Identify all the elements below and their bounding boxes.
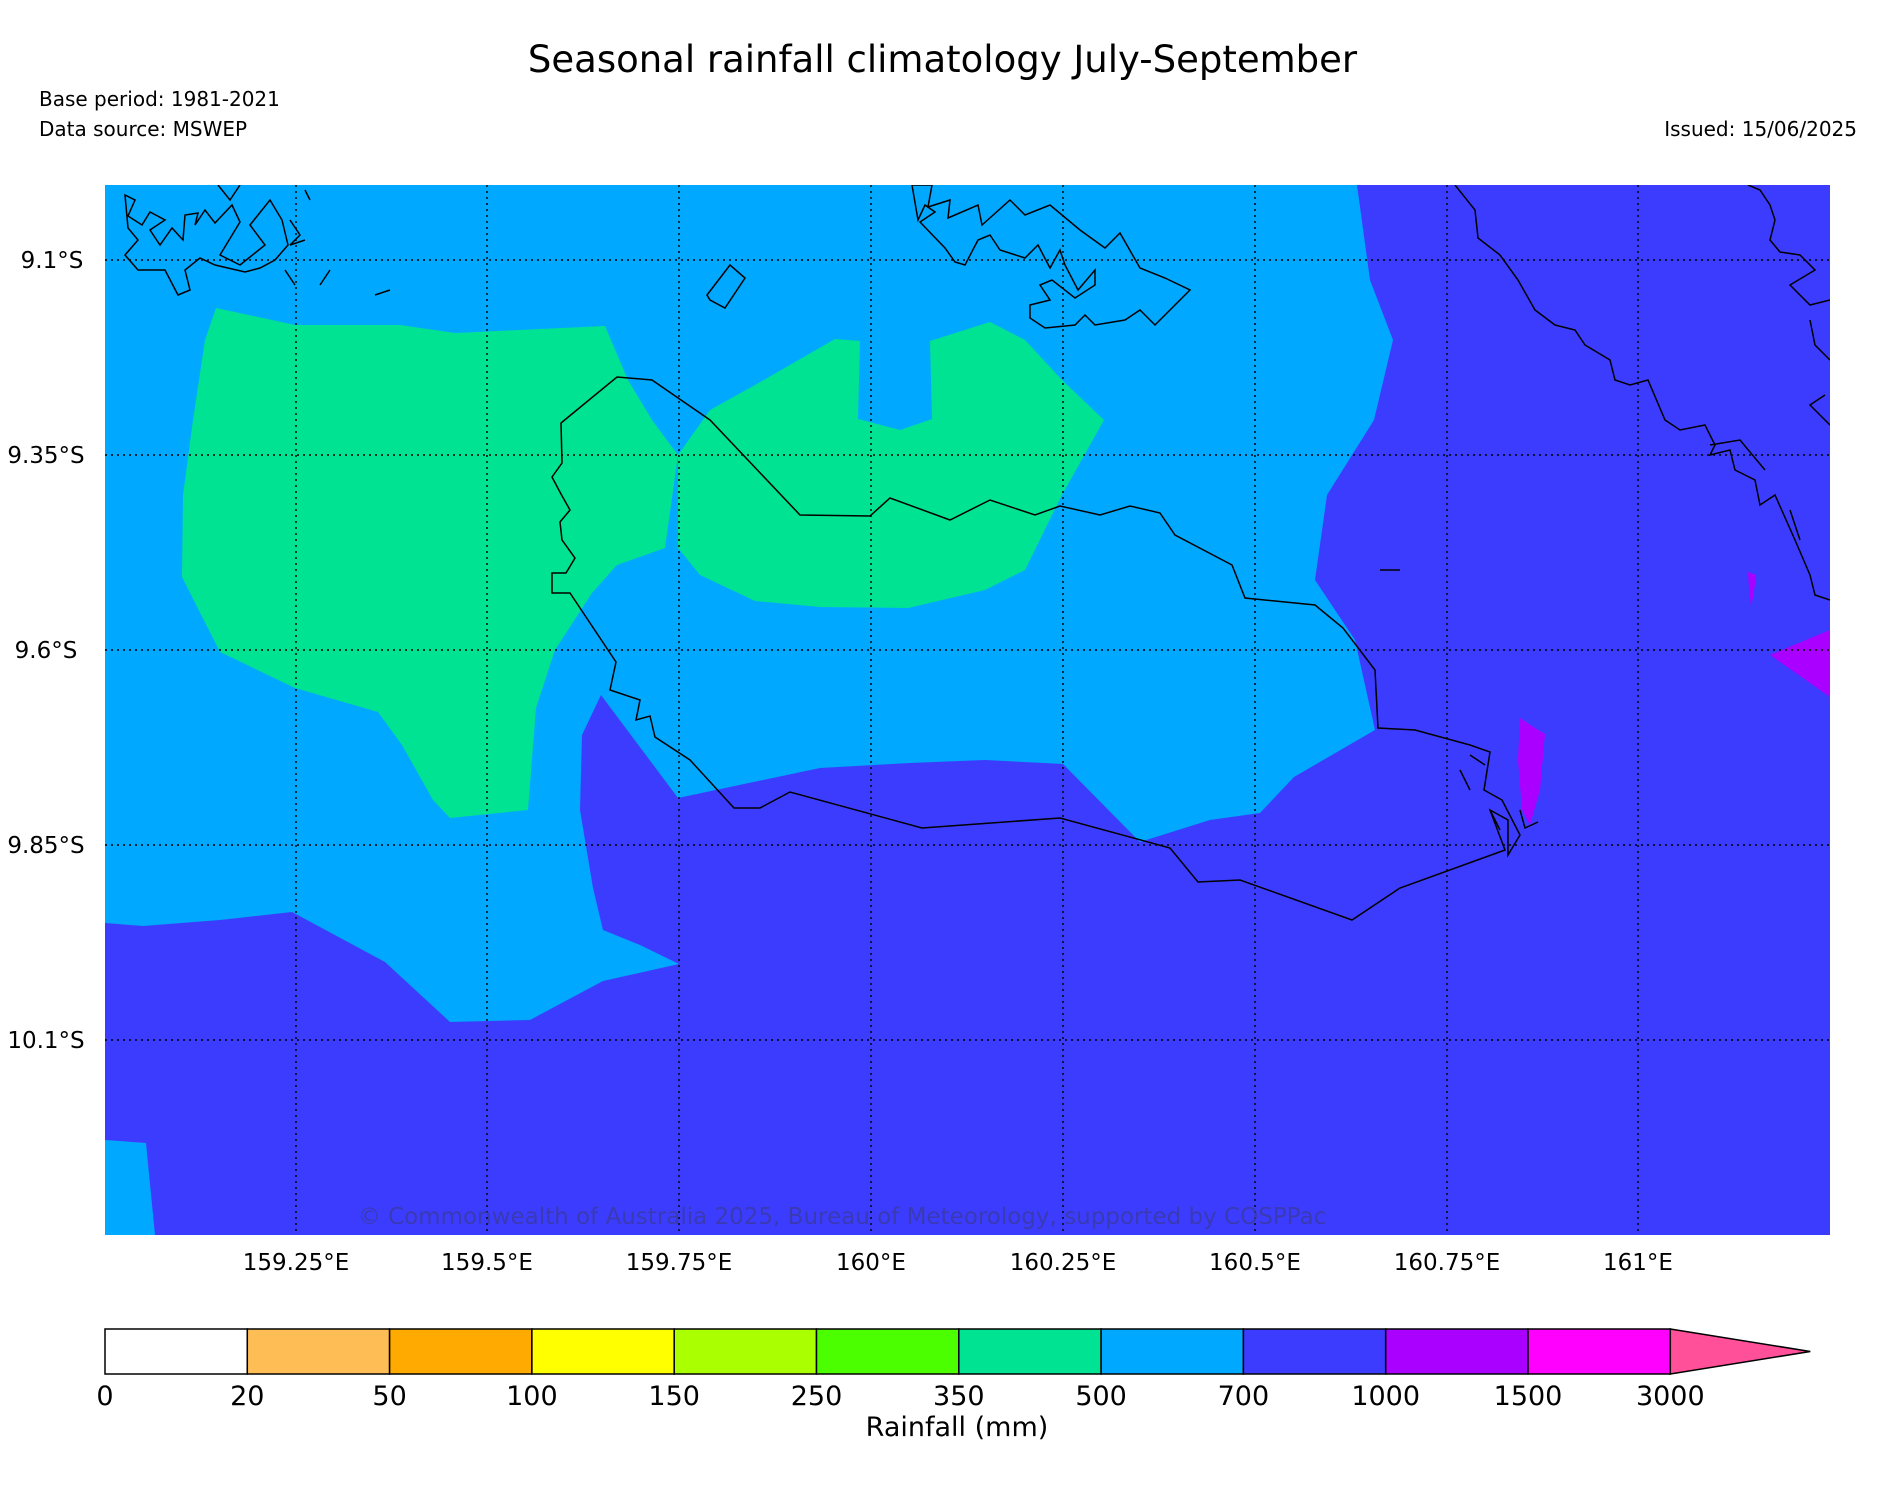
colorbar-tick-label: 1000 [1351,1381,1420,1412]
coastlines [124,185,1830,921]
lat-label: 9.35°S [7,443,84,469]
lon-label: 159.75°E [626,1250,733,1276]
data-source-text: Data source: MSWEP [39,117,248,141]
islet-coastline-b [217,185,391,296]
lon-label: 161°E [1603,1250,1673,1276]
rainfall-zone-1000-1500-c [1748,572,1756,607]
colorbar-tick-label: 20 [230,1381,264,1412]
colorbar-segment [531,1328,675,1375]
lon-label: 159.5°E [441,1250,533,1276]
lon-label: 160.5°E [1209,1250,1301,1276]
lat-label: 9.6°S [15,638,78,664]
rainfall-contour-map: © Commonwealth of Australia 2025, Bureau… [105,185,1830,1235]
copyright-text: © Commonwealth of Australia 2025, Bureau… [358,1204,1327,1230]
colorbar-segment [1527,1328,1672,1375]
colorbar-segment [388,1328,533,1375]
colorbar-tick-label: 50 [372,1381,406,1412]
nggela-coastline [911,185,1192,329]
lat-label: 10.1°S [7,1028,84,1054]
colorbar-segment [673,1328,818,1375]
colorbar-segment [104,1328,249,1375]
colorbar-segment [958,1328,1102,1375]
colorbar-segment [1384,1328,1529,1375]
guadalcanal-coastline [551,376,1521,921]
colorbar-tick-label: 500 [1075,1381,1127,1412]
colorbar-label: Rainfall (mm) [866,1412,1049,1443]
colorbar-extend-arrow [1669,1328,1811,1375]
colorbar-segment [1242,1328,1387,1375]
colorbar-tick-label: 250 [791,1381,843,1412]
rainfall-zone-500-700-southwest [105,1140,155,1235]
colorbar-segment [246,1328,391,1375]
lon-label: 160°E [836,1250,906,1276]
colorbar-tick-label: 350 [933,1381,985,1412]
colorbar-tick-label: 3000 [1636,1381,1705,1412]
lat-label: 9.85°S [7,833,84,859]
colorbar-tick-label: 700 [1218,1381,1270,1412]
lon-label: 160.25°E [1010,1250,1117,1276]
colorbar-segment [1100,1328,1245,1375]
colorbar-tick-label: 0 [96,1381,113,1412]
rainfall-zone-700-1000-south [105,185,1830,1235]
colorbar: 0 20 50 100 150 250 350 500 700 1000 1500 3000 [96,1328,1811,1412]
issued-date-text: Issued: 15/06/2025 [1664,117,1857,141]
rainfall-zone-1000-1500-a [1518,718,1545,825]
islet-coastline-a [706,263,746,309]
florida-islands-coastline [124,193,289,296]
map-title: Seasonal rainfall climatology July-Septe… [527,38,1358,81]
base-period-text: Base period: 1981-2021 [39,87,280,111]
colorbar-tick-label: 150 [648,1381,700,1412]
rainfall-zone-1000-1500-b [1770,630,1830,697]
rainfall-zone-350-500-central [678,322,1104,608]
latitude-labels: 9.1°S 9.35°S 9.6°S 9.85°S 10.1°S [7,248,84,1054]
colorbar-segment [815,1328,960,1375]
rainfall-zone-350-500-west [182,308,678,818]
lat-label: 9.1°S [21,248,84,274]
longitude-labels: 159.25°E 159.5°E 159.75°E 160°E 160.25°E… [243,1250,1673,1276]
colorbar-tick-label: 1500 [1494,1381,1563,1412]
lon-label: 160.75°E [1394,1250,1501,1276]
graticule [105,185,1830,1235]
malaita-coastline [1380,185,1830,831]
colorbar-tick-label: 100 [506,1381,558,1412]
lon-label: 159.25°E [243,1250,350,1276]
